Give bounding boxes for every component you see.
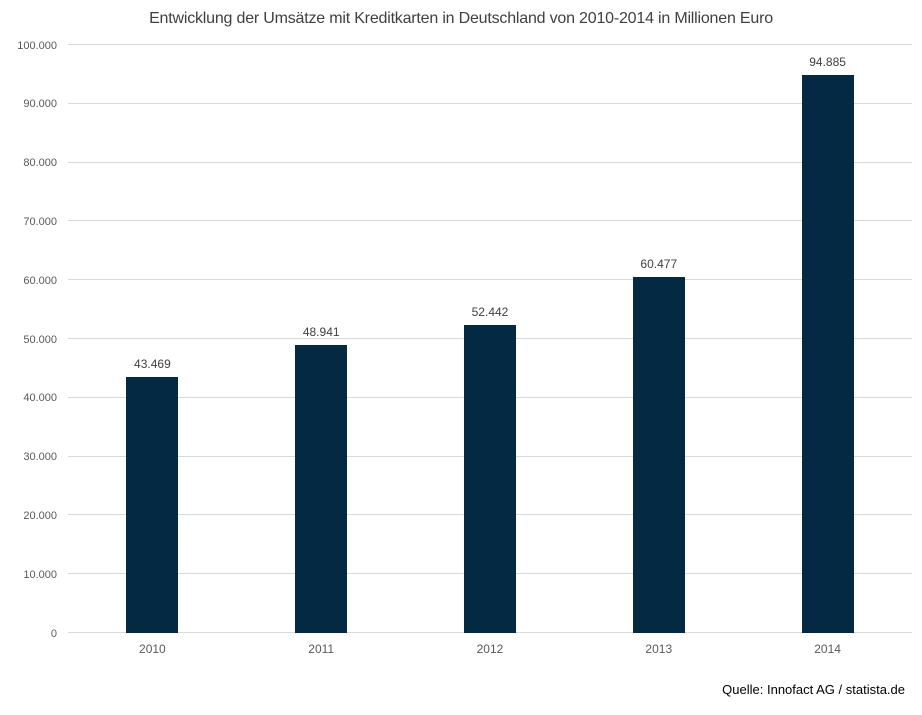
bar-2013 bbox=[632, 277, 685, 633]
plot-area: 0 10.000 20.000 30.000 40.000 50.000 60.000 70.… bbox=[17, 40, 912, 656]
x-axis-tick-label: 2010 bbox=[139, 642, 166, 656]
x-axis-tick-label: 2011 bbox=[308, 642, 335, 656]
bar-2014 bbox=[801, 75, 854, 633]
y-axis-tick-label: 80.000 bbox=[23, 157, 57, 170]
gridline bbox=[68, 220, 912, 222]
bar-value-label: 94.885 bbox=[809, 55, 846, 70]
y-axis-tick-label: 20.000 bbox=[23, 509, 57, 522]
bar-value-label: 52.442 bbox=[471, 304, 509, 319]
y-axis-tick-label: 60.000 bbox=[23, 274, 57, 287]
y-axis-tick-label: 0 bbox=[50, 627, 57, 640]
y-axis-tick-label: 10.000 bbox=[23, 568, 57, 581]
bar-value-label: 60.477 bbox=[640, 257, 678, 272]
bar-slot-2010: 43.469 2010 bbox=[68, 45, 237, 656]
bar-2011 bbox=[295, 345, 348, 633]
bar-2012 bbox=[463, 324, 516, 633]
source-credit: Quelle: Innofact AG / statista.de bbox=[722, 682, 905, 697]
bar-slot-2013: 60.477 2013 bbox=[574, 45, 743, 656]
bar-2010 bbox=[126, 377, 179, 633]
bar-slot-2012: 52.442 2012 bbox=[406, 45, 575, 656]
gridline bbox=[68, 279, 912, 281]
x-axis-tick-label: 2012 bbox=[476, 642, 504, 656]
bar-value-label: 43.469 bbox=[134, 357, 171, 372]
y-axis-tick-label: 40.000 bbox=[23, 392, 57, 405]
y-axis-tick-label: 100.000 bbox=[17, 39, 57, 52]
bar-value-label: 48.941 bbox=[302, 325, 340, 340]
x-axis-tick-label: 2014 bbox=[814, 642, 841, 656]
y-axis-tick-label: 70.000 bbox=[23, 215, 57, 228]
y-axis-tick-label: 90.000 bbox=[23, 98, 57, 111]
gridline bbox=[68, 161, 912, 163]
chart-title: Entwicklung der Umsätze mit Kreditkarten… bbox=[149, 10, 773, 27]
gridline bbox=[68, 44, 912, 45]
x-axis-tick-label: 2013 bbox=[645, 642, 673, 656]
bar-slot-2011: 48.941 2011 bbox=[237, 45, 406, 656]
bar-slot-2014: 94.885 2014 bbox=[743, 45, 912, 656]
gridline bbox=[68, 102, 912, 104]
y-axis-tick-label: 30.000 bbox=[23, 451, 57, 464]
y-axis-tick-label: 50.000 bbox=[23, 333, 57, 346]
